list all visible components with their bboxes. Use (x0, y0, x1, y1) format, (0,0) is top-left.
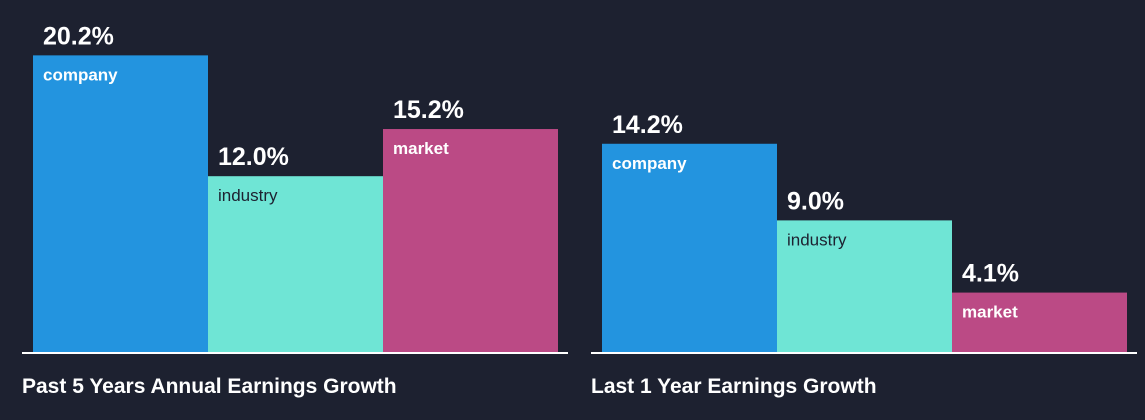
value-label: 20.2% (43, 22, 114, 50)
chart-title: Last 1 Year Earnings Growth (591, 375, 877, 398)
bar (777, 220, 952, 353)
chart-title: Past 5 Years Annual Earnings Growth (22, 375, 397, 398)
value-label: 9.0% (787, 187, 844, 215)
value-label: 14.2% (612, 111, 683, 139)
value-label: 4.1% (962, 260, 1019, 288)
bar (383, 129, 558, 353)
value-label: 12.0% (218, 143, 289, 171)
bar (33, 55, 208, 354)
category-label: market (393, 139, 449, 158)
category-label: industry (787, 230, 847, 249)
category-label: market (962, 303, 1018, 322)
category-label: company (43, 65, 118, 84)
category-label: industry (218, 186, 278, 205)
bar (952, 292, 1127, 353)
category-label: company (612, 154, 687, 173)
value-label: 15.2% (393, 96, 464, 124)
bar (208, 176, 383, 353)
bar (602, 143, 777, 353)
